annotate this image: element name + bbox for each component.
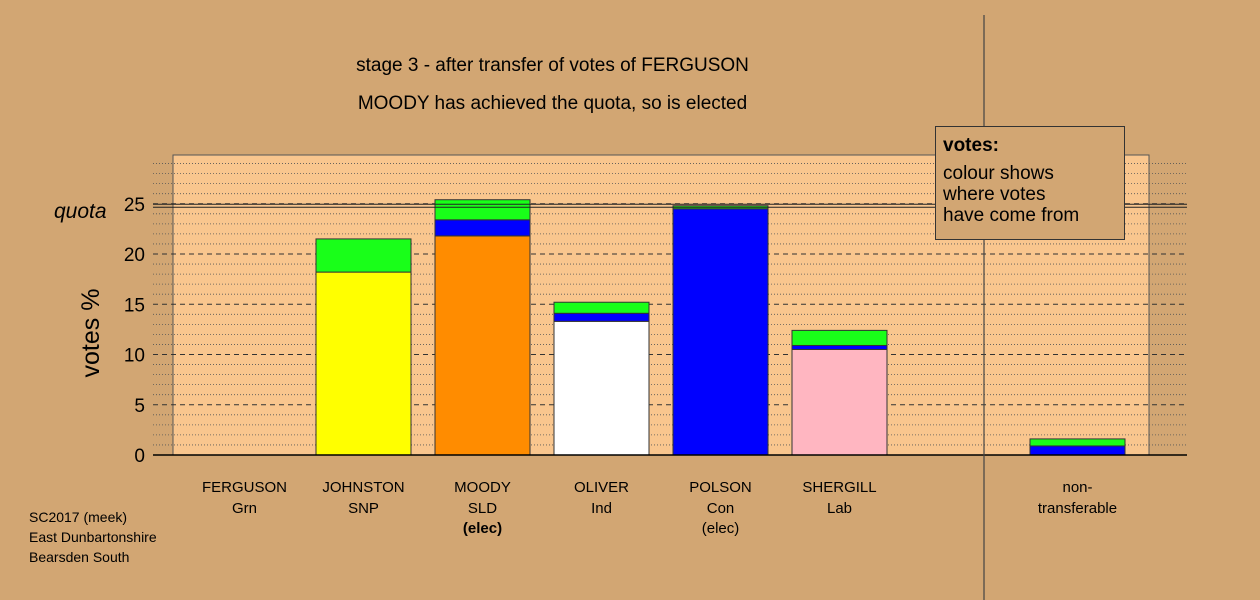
category-status-label: (elec) xyxy=(463,520,502,537)
bar-segment-2-0 xyxy=(434,235,531,456)
legend-line-1: colour shows xyxy=(943,163,1054,184)
category-party-label: Ind xyxy=(591,500,612,517)
category-party-label: Con xyxy=(707,500,735,517)
bar-segment-6-1 xyxy=(1029,438,1126,447)
bar-segment-1-0 xyxy=(315,271,412,456)
y-tick-label: 25 xyxy=(124,195,145,216)
category-party-label: SNP xyxy=(348,500,379,517)
credit-line-2: East Dunbartonshire xyxy=(29,529,157,545)
y-tick-label: 5 xyxy=(134,396,145,417)
credit-line-1: SC2017 (meek) xyxy=(29,509,128,525)
bar-segment-3-1 xyxy=(553,312,650,322)
bar-segment-6-0 xyxy=(1029,445,1126,456)
category-status-label: (elec) xyxy=(702,520,740,537)
bar-segment-3-0 xyxy=(553,320,650,456)
bar-segment-4-0 xyxy=(672,208,769,456)
legend-line-3: have come from xyxy=(943,205,1080,226)
category-party-label: transferable xyxy=(1038,500,1117,517)
category-name-label: JOHNSTON xyxy=(322,479,404,496)
category-name-label: POLSON xyxy=(689,479,752,496)
credit-line-3: Bearsden South xyxy=(29,549,130,565)
category-party-label: SLD xyxy=(468,500,497,517)
legend-title: votes: xyxy=(943,135,999,156)
bar-segment-2-1 xyxy=(434,219,531,237)
chart-title: stage 3 - after transfer of votes of FER… xyxy=(356,55,749,76)
y-tick-label: 10 xyxy=(124,346,145,367)
y-axis-label: votes % xyxy=(77,289,105,378)
bar-segment-3-2 xyxy=(553,301,650,314)
category-name-label: MOODY xyxy=(454,479,511,496)
y-tick-label: 0 xyxy=(134,446,145,467)
y-tick-label: 15 xyxy=(124,295,145,316)
bar-segment-5-2 xyxy=(791,329,888,346)
legend-box: votes: colour shows where votes have com… xyxy=(935,126,1125,240)
bar-segment-5-0 xyxy=(791,348,888,456)
category-party-label: Grn xyxy=(232,500,257,517)
category-name-label: SHERGILL xyxy=(802,479,876,496)
bar-segment-2-2 xyxy=(434,199,531,221)
legend-line-2: where votes xyxy=(943,184,1046,205)
category-party-label: Lab xyxy=(827,500,852,517)
category-name-label: OLIVER xyxy=(574,479,629,496)
chart-subtitle: MOODY has achieved the quota, so is elec… xyxy=(357,93,748,114)
y-tick-label: 20 xyxy=(124,245,145,266)
bar-segment-1-1 xyxy=(315,238,412,273)
quota-label: quota xyxy=(54,200,107,223)
category-name-label: non- xyxy=(1062,479,1092,496)
category-name-label: FERGUSON xyxy=(202,479,287,496)
bar-segment-5-1 xyxy=(791,344,888,350)
